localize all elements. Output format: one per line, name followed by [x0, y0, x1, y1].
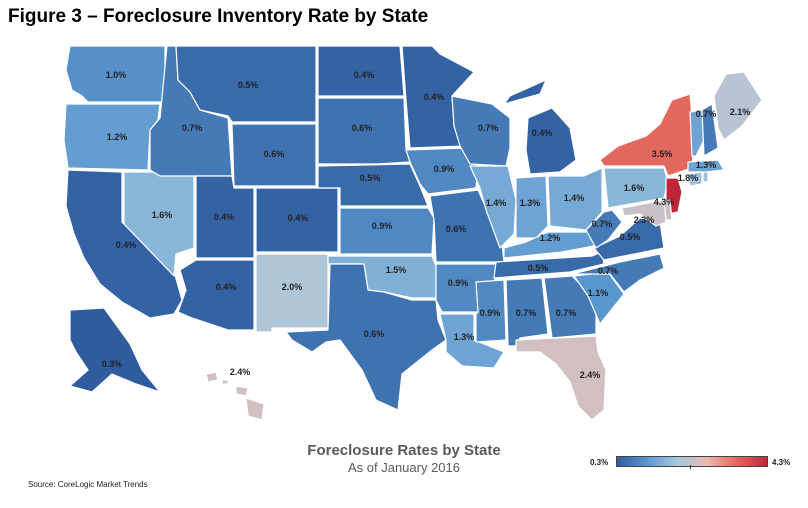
- rate-label-me: 2.1%: [730, 107, 751, 117]
- rate-label-al: 0.7%: [516, 308, 537, 318]
- rate-label-fl: 2.4%: [580, 370, 601, 380]
- rate-label-wv: 0.7%: [592, 219, 613, 229]
- rate-label-ms: 0.9%: [480, 308, 501, 318]
- rate-label-mo: 0.6%: [446, 224, 467, 234]
- map-subtitle: As of January 2016: [347, 460, 461, 475]
- state-nd: [317, 45, 405, 97]
- state-me: [713, 71, 763, 141]
- legend-min-label: 0.3%: [590, 458, 609, 467]
- legend-max-label: 4.3%: [772, 458, 791, 467]
- state-nh: [701, 103, 719, 157]
- state-al: [505, 277, 549, 347]
- rate-label-nm: 2.0%: [282, 282, 303, 292]
- rate-label-il: 1.4%: [486, 198, 507, 208]
- rate-label-ky: 1.2%: [540, 233, 561, 243]
- state-wv: [585, 209, 623, 249]
- figure-title: Figure 3 – Foreclosure Inventory Rate by…: [8, 6, 429, 27]
- source-note: Source: CoreLogic Market Trends: [28, 480, 148, 489]
- state-ct: [687, 171, 703, 187]
- rate-label-va: 0.5%: [620, 232, 641, 242]
- rate-label-ok: 1.5%: [386, 265, 407, 275]
- state-in: [515, 175, 549, 239]
- state-ks: [339, 207, 435, 255]
- state-ne: [317, 163, 429, 207]
- rate-label-tn: 0.5%: [528, 263, 549, 273]
- rate-label-ks: 0.9%: [372, 221, 393, 231]
- rate-label-ia: 0.9%: [434, 164, 455, 174]
- rate-label-ut: 0.4%: [214, 212, 235, 222]
- state-ga: [543, 275, 597, 339]
- rate-label-ma: 1.3%: [696, 160, 717, 170]
- state-fl: [515, 335, 607, 421]
- rate-label-hi: 2.4%: [230, 367, 251, 377]
- rate-label-md: 2.3%: [634, 215, 655, 225]
- state-vt: [689, 109, 705, 157]
- rate-label-az: 0.4%: [216, 282, 237, 292]
- state-de: [663, 199, 673, 221]
- rate-label-ar: 0.9%: [448, 278, 469, 288]
- state-ut: [195, 175, 255, 259]
- rate-label-sd: 0.6%: [352, 123, 373, 133]
- state-la: [439, 313, 505, 369]
- rate-label-oh: 1.4%: [564, 193, 585, 203]
- state-co: [255, 187, 339, 253]
- rate-label-nd: 0.4%: [354, 70, 375, 80]
- state-ny: [599, 93, 695, 177]
- state-wa: [65, 45, 166, 103]
- rate-label-ak: 0.3%: [102, 359, 123, 369]
- state-ak: [69, 307, 161, 393]
- rate-label-id: 0.7%: [182, 123, 203, 133]
- state-hi: [205, 371, 265, 421]
- rate-label-ga: 0.7%: [556, 308, 577, 318]
- state-or: [63, 103, 161, 171]
- rate-label-sc: 1.1%: [588, 288, 609, 298]
- state-tx: [285, 263, 447, 411]
- rate-label-wa: 1.0%: [106, 70, 127, 80]
- rate-label-nh: 0.7%: [696, 109, 717, 119]
- state-oh: [547, 167, 603, 231]
- state-mi: [503, 79, 577, 175]
- rate-label-ne: 0.5%: [360, 173, 381, 183]
- rate-label-pa: 1.6%: [624, 183, 645, 193]
- map-title: Foreclosure Rates by State: [307, 442, 501, 459]
- state-ri: [702, 171, 709, 183]
- state-ca: [65, 169, 183, 319]
- rate-label-ny: 3.5%: [652, 149, 673, 159]
- state-az: [177, 259, 255, 331]
- rate-label-nv: 1.6%: [152, 210, 173, 220]
- state-il: [469, 165, 517, 249]
- state-mt: [175, 45, 317, 123]
- state-tn: [493, 251, 605, 279]
- rate-label-mn: 0.4%: [424, 92, 445, 102]
- rate-label-ca: 0.4%: [116, 240, 137, 250]
- rate-label-mt: 0.5%: [238, 80, 259, 90]
- state-ma: [687, 159, 725, 173]
- rate-label-wy: 0.6%: [264, 149, 285, 159]
- rate-label-ct: 1.8%: [678, 173, 699, 183]
- rate-label-tx: 0.6%: [364, 329, 385, 339]
- state-ms: [475, 279, 507, 343]
- rate-label-nc: 0.7%: [598, 266, 619, 276]
- rate-label-mi: 0.4%: [532, 128, 553, 138]
- rate-label-la: 1.3%: [454, 332, 475, 342]
- rate-label-or: 1.2%: [107, 132, 128, 142]
- state-nc: [571, 253, 665, 293]
- rate-label-wi: 0.7%: [478, 123, 499, 133]
- state-nm: [255, 253, 329, 333]
- legend-tick: [690, 465, 691, 469]
- rate-label-nj: 4.3%: [654, 197, 675, 207]
- rate-label-in: 1.3%: [520, 198, 541, 208]
- rate-label-co: 0.4%: [288, 213, 309, 223]
- legend-color-bar: [616, 456, 768, 467]
- state-wy: [231, 123, 317, 187]
